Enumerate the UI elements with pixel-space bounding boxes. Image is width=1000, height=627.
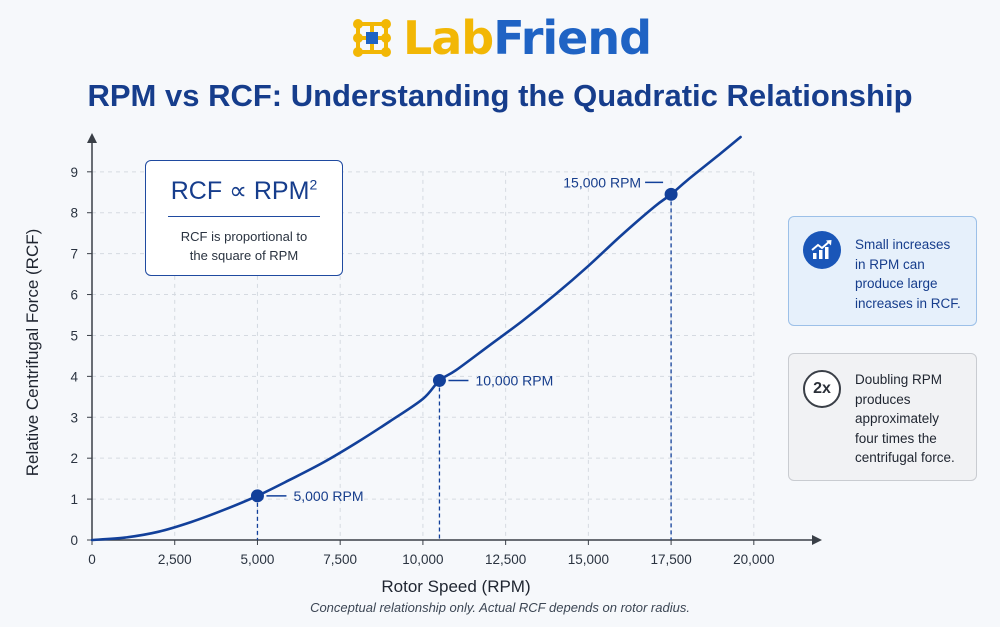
card-line: Small increases: [855, 237, 951, 252]
formula-description-line: the square of RPM: [189, 248, 299, 263]
point-label: 15,000 RPM: [563, 174, 641, 190]
y-axis-arrow-icon: [87, 133, 97, 143]
y-tick-label: 0: [70, 533, 78, 548]
card-line: in RPM can: [855, 256, 925, 272]
molecule-logo-icon: [352, 19, 391, 57]
x-tick-label: 5,000: [241, 552, 275, 567]
logo-lab-text: Lab: [402, 11, 494, 65]
insight-card-small-increases: Small increases in RPM can produce large…: [788, 216, 977, 326]
y-tick-label: 6: [70, 288, 78, 303]
point-label: 5,000 RPM: [293, 488, 363, 504]
point-label: 10,000 RPM: [475, 372, 553, 388]
x-tick-label: 2,500: [158, 552, 192, 567]
y-tick-label: 5: [70, 328, 78, 343]
x-axis-label: Rotor Speed (RPM): [381, 577, 530, 596]
x-tick-label: 7,500: [323, 552, 357, 567]
x-tick-label: 20,000: [733, 552, 774, 567]
footnote: Conceptual relationship only. Actual RCF…: [310, 600, 690, 615]
logo-wordmark: LabFriend: [403, 15, 652, 61]
formula-divider: [168, 216, 320, 217]
formula-description-line: RCF is proportional to: [180, 229, 308, 244]
card-line: approximately: [855, 411, 940, 426]
x-tick-label: 15,000: [568, 552, 609, 567]
formula-exponent: 2: [309, 176, 318, 193]
y-tick-label: 3: [70, 410, 78, 425]
logo: LabFriend: [0, 8, 1000, 68]
x-axis-arrow-icon: [812, 535, 822, 545]
highlight-point: [664, 187, 678, 201]
chart-title: RPM vs RCF: Understanding the Quadratic …: [87, 78, 913, 113]
formula-box: RCF ∝ RPM2 RCF is proportional to the sq…: [145, 160, 343, 276]
card-line: produce large: [855, 276, 938, 291]
card-line: increases in RCF.: [855, 295, 961, 311]
insight-card-text: Doubling RPM produces approximately four…: [855, 370, 968, 468]
x-tick-label: 12,500: [485, 552, 526, 567]
card-line: four times the: [855, 430, 937, 446]
trending-up-icon: [803, 231, 841, 269]
formula-description: RCF is proportional to the square of RPM: [156, 227, 332, 265]
logo-friend-text: Friend: [493, 11, 652, 65]
y-tick-label: 7: [70, 247, 78, 262]
card-line: Doubling RPM: [855, 372, 943, 387]
y-tick-label: 4: [70, 369, 78, 384]
card-line: produces: [855, 391, 911, 407]
formula-main: RCF ∝ RPM: [170, 177, 310, 205]
insight-card-doubling: 2x Doubling RPM produces approximately f…: [788, 353, 977, 481]
y-axis-label: Relative Centrifugal Force (RCF): [23, 229, 42, 477]
formula-text: RCF ∝ RPM2: [146, 176, 342, 206]
x-tick-label: 0: [88, 552, 96, 567]
x-tick-label: 17,500: [650, 552, 691, 567]
highlight-point: [432, 373, 446, 387]
insight-card-text: Small increases in RPM can produce large…: [855, 235, 968, 313]
x-tick-label: 10,000: [402, 552, 443, 567]
y-tick-label: 2: [70, 451, 78, 466]
y-tick-label: 9: [70, 165, 78, 180]
2x-badge-icon: 2x: [803, 370, 841, 408]
y-tick-label: 8: [70, 206, 78, 221]
highlight-point: [250, 489, 264, 503]
card-line: centrifugal force.: [855, 450, 955, 465]
y-tick-label: 1: [70, 492, 78, 507]
